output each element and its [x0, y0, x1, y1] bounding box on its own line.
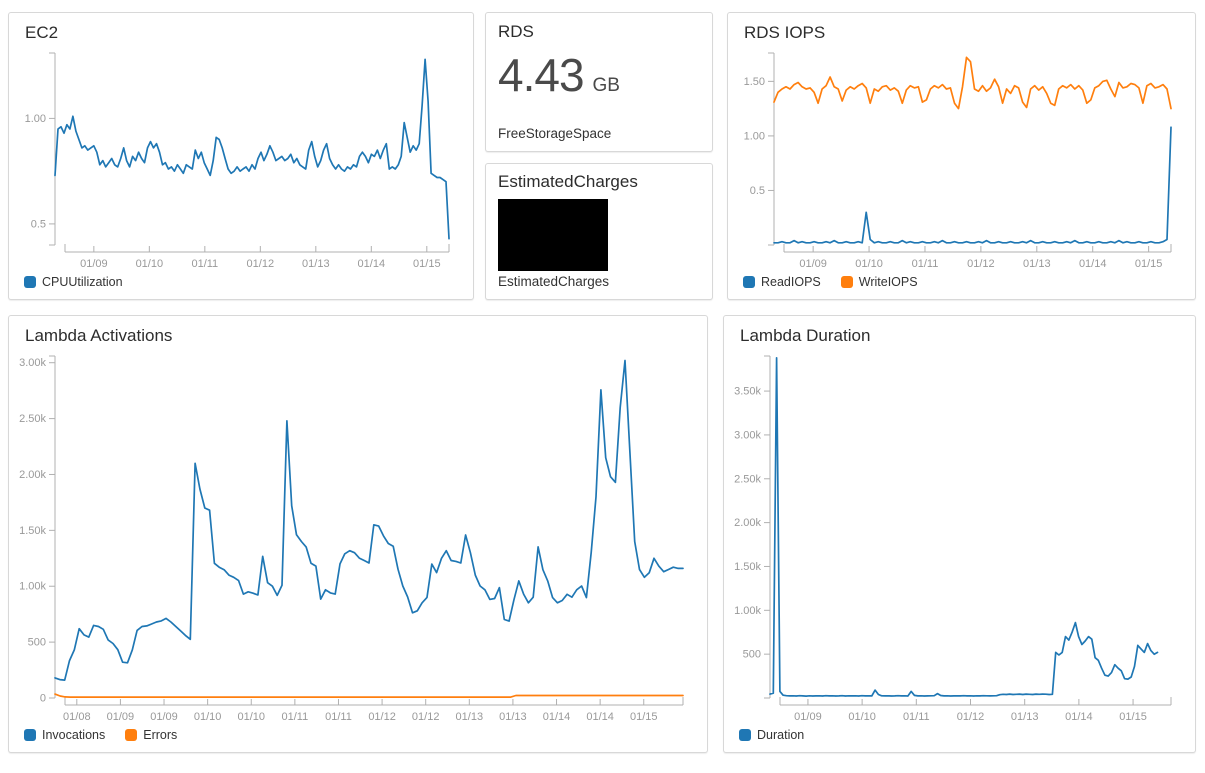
svg-text:01/11: 01/11 [325, 711, 352, 723]
metric-label: FreeStorageSpace [498, 126, 612, 141]
svg-text:3.00k: 3.00k [734, 429, 761, 441]
svg-text:500: 500 [743, 649, 761, 661]
svg-text:2.50k: 2.50k [19, 413, 46, 425]
svg-text:2.00k: 2.00k [19, 469, 46, 481]
svg-text:01/13: 01/13 [1023, 258, 1051, 270]
svg-text:01/13: 01/13 [499, 711, 527, 723]
svg-text:1.50k: 1.50k [734, 561, 761, 573]
svg-text:01/14: 01/14 [1065, 711, 1093, 723]
svg-text:01/11: 01/11 [191, 258, 218, 270]
svg-text:01/12: 01/12 [247, 258, 275, 270]
svg-text:01/10: 01/10 [136, 258, 164, 270]
widget-title-lambda-activations: Lambda Activations [25, 326, 173, 345]
svg-text:01/15: 01/15 [630, 711, 658, 723]
legend-item-ReadIOPS[interactable]: ReadIOPS [743, 275, 821, 289]
svg-text:01/10: 01/10 [855, 258, 883, 270]
widget-title-rds-iops: RDS IOPS [744, 23, 826, 42]
legend-label: WriteIOPS [858, 275, 918, 289]
legend-swatch [840, 276, 853, 288]
svg-text:01/14: 01/14 [543, 711, 571, 723]
svg-text:01/08: 01/08 [63, 711, 91, 723]
svg-text:3.50k: 3.50k [734, 386, 761, 398]
svg-text:01/11: 01/11 [903, 711, 930, 723]
svg-text:01/13: 01/13 [456, 711, 484, 723]
lambda-duration-chart[interactable]: 500 1.00k 1.50k 2.00k 2.50k 3.00k 3.50k 01/09 01… [732, 348, 1183, 724]
estimated-charges-label: EstimatedCharges [498, 274, 610, 289]
metric-unit: GB [592, 75, 620, 96]
legend-label: Invocations [42, 728, 106, 742]
svg-text:01/13: 01/13 [302, 258, 330, 270]
svg-text:0.5: 0.5 [31, 218, 46, 230]
legend-item-Errors[interactable]: Errors [125, 728, 177, 742]
widget-estimated-charges: EstimatedCharges EstimatedCharges [485, 163, 713, 300]
svg-text:01/10: 01/10 [237, 711, 265, 723]
legend-label: CPUUtilization [42, 275, 123, 289]
ec2-legend: CPUUtilization [17, 271, 461, 293]
svg-text:01/09: 01/09 [80, 258, 108, 270]
svg-text:2.00k: 2.00k [734, 517, 761, 529]
rds-iops-legend: ReadIOPS WriteIOPS [736, 271, 1183, 293]
svg-text:1.00k: 1.00k [734, 605, 761, 617]
svg-text:01/12: 01/12 [957, 711, 985, 723]
svg-text:0: 0 [40, 693, 46, 705]
svg-text:01/11: 01/11 [282, 711, 309, 723]
widget-title-estimated-charges: EstimatedCharges [498, 172, 638, 191]
legend-label: Duration [757, 728, 805, 742]
ec2-chart[interactable]: 0.5 1.00 01/09 01/10 01/11 01/12 01/13 01/14 01/… [17, 45, 461, 271]
lambda-duration-legend: Duration [732, 724, 1183, 746]
legend-swatch [743, 276, 755, 288]
widget-title-rds: RDS [498, 22, 534, 41]
legend-swatch [24, 729, 36, 741]
widget-title-ec2: EC2 [25, 23, 59, 42]
widget-title-lambda-duration: Lambda Duration [740, 326, 871, 345]
widget-rds-iops: RDS IOPS 0.5 1.00 1.50 01/09 01/10 01/11 01/12… [727, 12, 1196, 300]
svg-text:01/10: 01/10 [194, 711, 222, 723]
svg-text:01/15: 01/15 [413, 258, 441, 270]
svg-text:1.50k: 1.50k [19, 525, 46, 537]
svg-text:01/14: 01/14 [358, 258, 386, 270]
legend-item-WriteIOPS[interactable]: WriteIOPS [840, 275, 918, 289]
legend-item-CPUUtilization[interactable]: CPUUtilization [24, 275, 123, 289]
svg-text:01/14: 01/14 [586, 711, 614, 723]
legend-label: Errors [143, 728, 178, 742]
svg-text:500: 500 [28, 637, 46, 649]
svg-text:1.50: 1.50 [744, 76, 765, 88]
svg-text:01/14: 01/14 [1079, 258, 1107, 270]
svg-text:1.00k: 1.00k [19, 581, 46, 593]
svg-text:01/15: 01/15 [1119, 711, 1147, 723]
estimated-charges-redacted-chart [498, 199, 608, 271]
svg-text:01/13: 01/13 [1011, 711, 1039, 723]
legend-swatch [24, 276, 36, 288]
svg-text:1.00: 1.00 [744, 130, 765, 142]
rds-iops-chart[interactable]: 0.5 1.00 1.50 01/09 01/10 01/11 01/12 01/13 01/1… [736, 45, 1183, 271]
widget-lambda-activations: Lambda Activations 0 500 1.00k 1.50k 2.00k 2.… [8, 315, 708, 753]
svg-text:3.00k: 3.00k [19, 357, 46, 369]
svg-text:01/12: 01/12 [412, 711, 440, 723]
widget-lambda-duration: Lambda Duration 500 1.00k 1.50k 2.00k 2.50k 3… [723, 315, 1196, 753]
metric-value: 4.43 [498, 49, 585, 101]
svg-text:01/09: 01/09 [794, 711, 822, 723]
svg-text:01/09: 01/09 [150, 711, 178, 723]
svg-text:01/09: 01/09 [799, 258, 827, 270]
svg-text:1.00: 1.00 [25, 113, 46, 125]
svg-text:01/09: 01/09 [107, 711, 135, 723]
legend-label: ReadIOPS [761, 275, 821, 289]
svg-text:2.50k: 2.50k [734, 473, 761, 485]
legend-swatch [739, 729, 751, 741]
svg-text:01/10: 01/10 [848, 711, 876, 723]
lambda-activations-legend: Invocations Errors [17, 724, 695, 746]
svg-text:01/15: 01/15 [1135, 258, 1163, 270]
legend-item-Invocations[interactable]: Invocations [24, 728, 105, 742]
svg-text:0.5: 0.5 [750, 185, 765, 197]
widget-rds-metric: RDS 4.43 GB FreeStorageSpace [485, 12, 713, 152]
svg-text:01/12: 01/12 [368, 711, 396, 723]
svg-text:01/11: 01/11 [912, 258, 939, 270]
legend-item-Duration[interactable]: Duration [739, 728, 804, 742]
svg-text:01/12: 01/12 [967, 258, 995, 270]
widget-ec2: EC2 0.5 1.00 01/09 01/10 01/11 01/12 01/13 01/1… [8, 12, 474, 300]
lambda-activations-chart[interactable]: 0 500 1.00k 1.50k 2.00k 2.50k 3.00k 01/08 01/09 0… [17, 348, 695, 724]
legend-swatch [125, 729, 138, 741]
metric-value-row: 4.43 GB [498, 52, 700, 98]
